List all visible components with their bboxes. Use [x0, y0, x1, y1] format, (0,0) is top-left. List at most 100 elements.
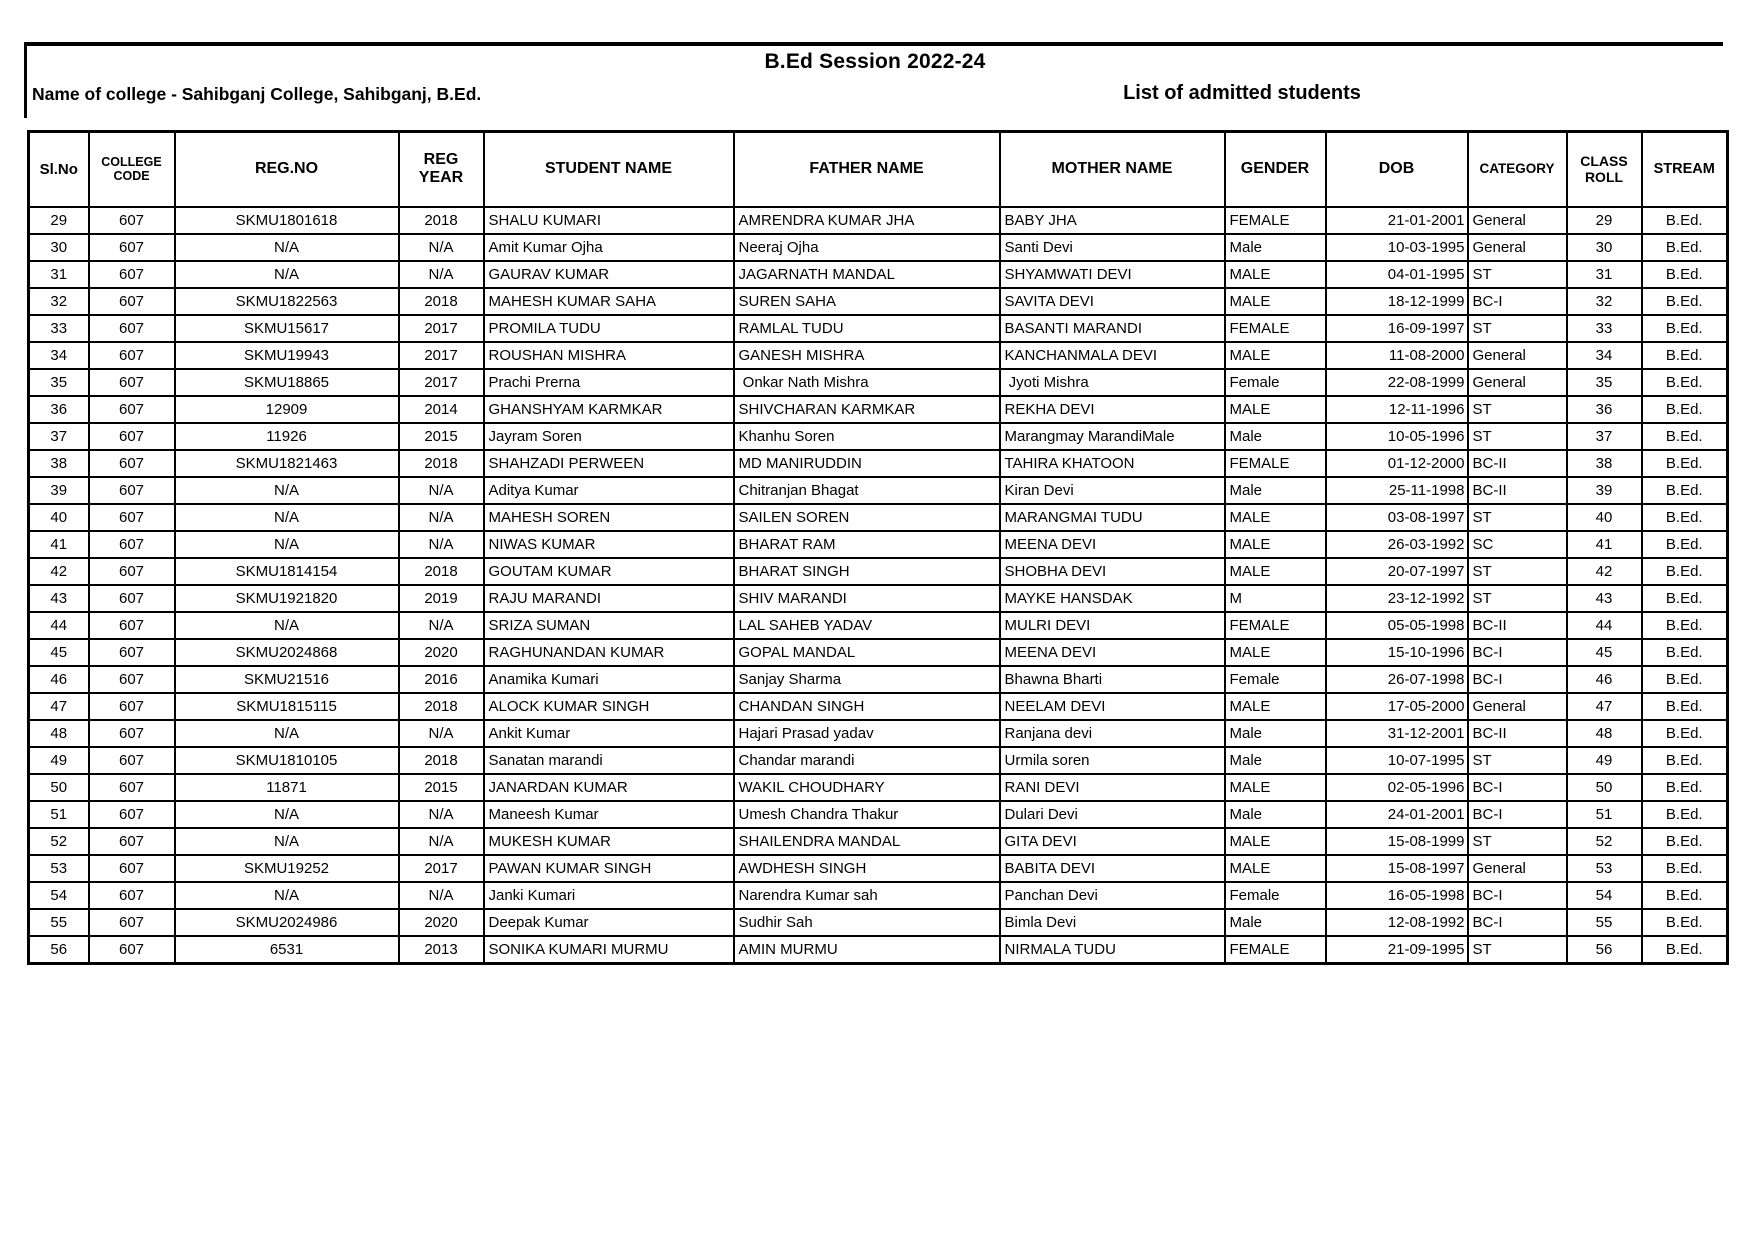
cell-father-name: Narendra Kumar sah — [732, 880, 1001, 910]
cell-dob: 24-01-2001 — [1324, 799, 1469, 829]
cell-gender: FEMALE — [1223, 313, 1327, 343]
cell-class-roll: 41 — [1565, 529, 1643, 559]
cell-sl-no: 34 — [27, 340, 90, 370]
table-row: 46 607 SKMU21516 2016 Anamika Kumari Sanjay S… — [27, 664, 1729, 694]
cell-gender: M — [1223, 583, 1327, 613]
cell-reg-no: N/A — [173, 610, 400, 640]
cell-dob: 04-01-1995 — [1324, 259, 1469, 289]
cell-dob: 15-08-1999 — [1324, 826, 1469, 856]
cell-college-code: 607 — [87, 907, 176, 937]
cell-reg-year: 2018 — [397, 448, 485, 478]
cell-reg-no: N/A — [173, 826, 400, 856]
cell-reg-no: SKMU2024986 — [173, 907, 400, 937]
cell-sl-no: 54 — [27, 880, 90, 910]
cell-dob: 01-12-2000 — [1324, 448, 1469, 478]
cell-father-name: Hajari Prasad yadav — [732, 718, 1001, 748]
cell-stream: B.Ed. — [1640, 745, 1729, 775]
cell-gender: FEMALE — [1223, 934, 1327, 964]
cell-sl-no: 51 — [27, 799, 90, 829]
cell-reg-year: 2018 — [397, 205, 485, 235]
cell-class-roll: 52 — [1565, 826, 1643, 856]
cell-father-name: Sanjay Sharma — [732, 664, 1001, 694]
cell-student-name: Jayram Soren — [482, 421, 735, 451]
cell-reg-no: SKMU1814154 — [173, 556, 400, 586]
cell-reg-no: SKMU2024868 — [173, 637, 400, 667]
session-title: B.Ed Session 2022-24 — [764, 50, 986, 73]
cell-reg-no: SKMU1801618 — [173, 205, 400, 235]
cell-mother-name: SAVITA DEVI — [998, 286, 1226, 316]
table-row: 50 607 11871 2015 JANARDAN KUMAR WAKIL CHOUDH… — [27, 772, 1729, 802]
cell-reg-year: N/A — [397, 259, 485, 289]
cell-category: BC-I — [1466, 880, 1568, 910]
table-row: 39 607 N/A N/A Aditya Kumar Chitranjan Bhagat… — [27, 475, 1729, 505]
cell-reg-no: SKMU1921820 — [173, 583, 400, 613]
cell-category: BC-I — [1466, 772, 1568, 802]
cell-sl-no: 37 — [27, 421, 90, 451]
cell-stream: B.Ed. — [1640, 313, 1729, 343]
cell-college-code: 607 — [87, 367, 176, 397]
cell-gender: Male — [1223, 718, 1327, 748]
cell-father-name: JAGARNATH MANDAL — [732, 259, 1001, 289]
cell-stream: B.Ed. — [1640, 583, 1729, 613]
table-row: 35 607 SKMU18865 2017 Prachi Prerna Onkar Na… — [27, 367, 1729, 397]
cell-mother-name: MEENA DEVI — [998, 529, 1226, 559]
cell-father-name: RAMLAL TUDU — [732, 313, 1001, 343]
cell-gender: MALE — [1223, 556, 1327, 586]
cell-reg-year: 2017 — [397, 367, 485, 397]
cell-sl-no: 35 — [27, 367, 90, 397]
cell-gender: MALE — [1223, 502, 1327, 532]
cell-father-name: BHARAT SINGH — [732, 556, 1001, 586]
table-row: 52 607 N/A N/A MUKESH KUMAR SHAILENDRA MANDAL… — [27, 826, 1729, 856]
admitted-students-label: List of admitted students — [1123, 82, 1361, 104]
cell-stream: B.Ed. — [1640, 340, 1729, 370]
cell-college-code: 607 — [87, 853, 176, 883]
cell-student-name: MAHESH KUMAR SAHA — [482, 286, 735, 316]
cell-gender: Male — [1223, 907, 1327, 937]
admitted-students-table: Sl.No COLLEGE CODE REG.NO REG YEAR STUDENT N… — [27, 130, 1729, 965]
cell-reg-no: N/A — [173, 259, 400, 289]
cell-mother-name: Dulari Devi — [998, 799, 1226, 829]
cell-student-name: SHALU KUMARI — [482, 205, 735, 235]
cell-college-code: 607 — [87, 394, 176, 424]
cell-category: General — [1466, 691, 1568, 721]
cell-reg-no: 11871 — [173, 772, 400, 802]
cell-class-roll: 44 — [1565, 610, 1643, 640]
table-row: 33 607 SKMU15617 2017 PROMILA TUDU RAMLAL TUD… — [27, 313, 1729, 343]
cell-stream: B.Ed. — [1640, 853, 1729, 883]
cell-reg-year: 2014 — [397, 394, 485, 424]
cell-dob: 25-11-1998 — [1324, 475, 1469, 505]
cell-sl-no: 39 — [27, 475, 90, 505]
cell-dob: 23-12-1992 — [1324, 583, 1469, 613]
table-row: 56 607 6531 2013 SONIKA KUMARI MURMU AMIN MUR… — [27, 934, 1729, 964]
cell-reg-year: 2017 — [397, 313, 485, 343]
cell-stream: B.Ed. — [1640, 691, 1729, 721]
column-header-father-name: FATHER NAME — [732, 130, 1001, 208]
cell-reg-no: N/A — [173, 502, 400, 532]
cell-gender: Male — [1223, 421, 1327, 451]
cell-student-name: Prachi Prerna — [482, 367, 735, 397]
document-header: B.Ed Session 2022-24 Name of college - S… — [24, 42, 1723, 118]
cell-gender: MALE — [1223, 529, 1327, 559]
cell-sl-no: 47 — [27, 691, 90, 721]
cell-reg-year: 2013 — [397, 934, 485, 964]
cell-class-roll: 48 — [1565, 718, 1643, 748]
cell-student-name: MUKESH KUMAR — [482, 826, 735, 856]
cell-reg-year: 2019 — [397, 583, 485, 613]
cell-gender: Male — [1223, 799, 1327, 829]
cell-stream: B.Ed. — [1640, 772, 1729, 802]
cell-mother-name: MULRI DEVI — [998, 610, 1226, 640]
cell-sl-no: 41 — [27, 529, 90, 559]
cell-gender: MALE — [1223, 394, 1327, 424]
cell-mother-name: Bimla Devi — [998, 907, 1226, 937]
cell-mother-name: MEENA DEVI — [998, 637, 1226, 667]
table-row: 55 607 SKMU2024986 2020 Deepak Kumar Sudhir S… — [27, 907, 1729, 937]
cell-father-name: AMRENDRA KUMAR JHA — [732, 205, 1001, 235]
table-row: 49 607 SKMU1810105 2018 Sanatan marandi Chand… — [27, 745, 1729, 775]
cell-reg-no: SKMU1815115 — [173, 691, 400, 721]
cell-gender: MALE — [1223, 286, 1327, 316]
cell-gender: FEMALE — [1223, 610, 1327, 640]
cell-stream: B.Ed. — [1640, 502, 1729, 532]
cell-reg-no: N/A — [173, 232, 400, 262]
column-header-gender: GENDER — [1223, 130, 1327, 208]
cell-mother-name: Kiran Devi — [998, 475, 1226, 505]
